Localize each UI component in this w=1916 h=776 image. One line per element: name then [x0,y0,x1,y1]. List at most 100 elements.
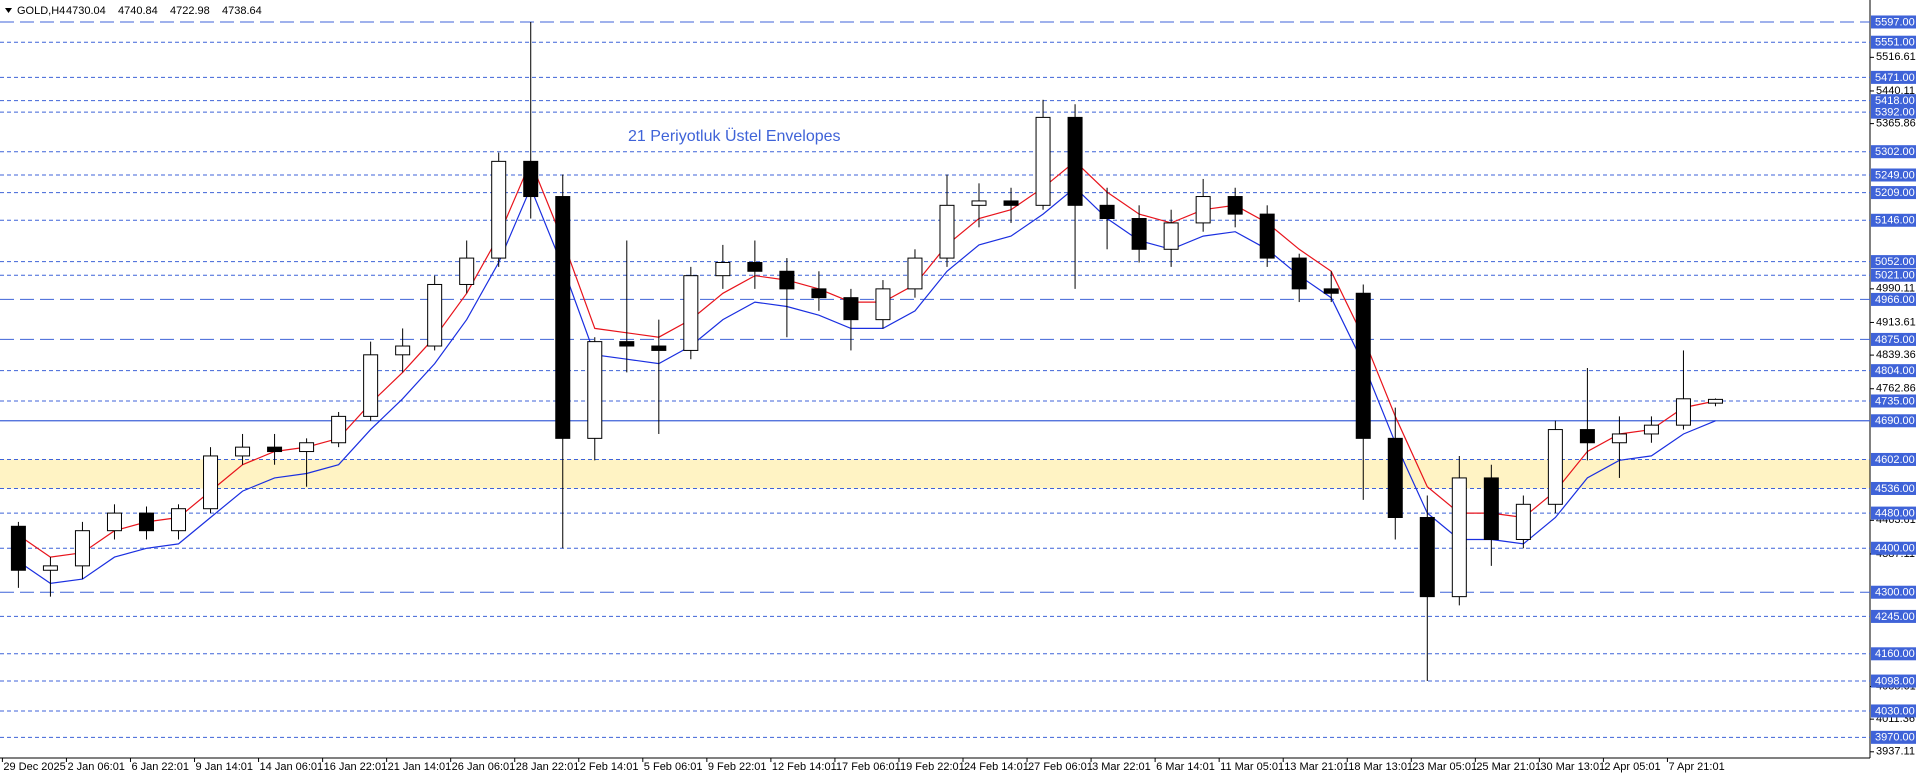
level-label: 5146.00 [1875,215,1915,227]
candle-body [1291,257,1307,290]
level-label-box [1871,94,1916,108]
x-tick-label: 27 Feb 06:01 [1028,761,1093,773]
candle-body [555,196,571,439]
zone [0,459,1870,489]
candle-body [1003,200,1019,206]
candle-body [523,160,539,198]
level-label: 4098.00 [1875,675,1915,687]
candle-body [843,297,859,321]
level-label: 4966.00 [1875,294,1915,306]
candle-body [1707,398,1723,404]
candle-body [811,288,827,299]
x-tick-label: 2 Feb 14:01 [580,761,639,773]
candle-body [171,508,187,532]
candle-body [1547,429,1563,505]
level-label-box [1871,105,1916,119]
x-tick-label: 30 Mar 13:01 [1540,761,1605,773]
level-label: 4690.00 [1875,415,1915,427]
candle-body [106,512,122,532]
candle-body [267,446,283,453]
x-tick-label: 11 Mar 05:01 [1220,761,1284,773]
x-tick-label: 19 Feb 22:01 [900,761,965,773]
level-label-box [1871,481,1916,495]
level-label-box [1871,506,1916,520]
level-label: 5249.00 [1875,169,1915,181]
candle-body [459,257,475,285]
level-label-box [1871,730,1916,744]
candle-body [363,354,379,417]
candle-body [779,270,795,290]
level-label: 4030.00 [1875,705,1915,717]
candle-body [10,525,26,571]
y-tick-label: 4913.61 [1876,316,1916,328]
level-label-box [1871,15,1916,29]
symbol: GOLD,H4 [17,5,65,17]
x-tick-label: 21 Jan 14:01 [388,761,452,773]
candle-body [1035,116,1051,206]
x-tick-label: 2 Jan 06:01 [67,761,125,773]
y-tick-label: 3937.11 [1876,746,1915,758]
level-label: 5597.00 [1875,16,1915,28]
candle-body [235,446,251,457]
level-label: 4400.00 [1875,543,1915,555]
candle-body [875,288,891,321]
candle-body [1067,116,1083,206]
candle-body [1643,424,1659,435]
level-label: 4735.00 [1875,395,1915,407]
candle-body [683,275,699,351]
level-label-box [1871,674,1916,688]
x-tick-label: 9 Jan 14:01 [196,761,254,773]
level-label: 4875.00 [1875,334,1915,346]
level-label: 4160.00 [1875,648,1915,660]
x-tick-label: 26 Jan 06:01 [452,761,516,773]
level-label-box [1871,364,1916,378]
candle-body [651,345,667,351]
level-label-box [1871,414,1916,428]
candle-body [619,341,635,347]
level-label: 5209.00 [1875,187,1915,199]
level-label: 5052.00 [1875,256,1915,268]
level-label-box [1871,394,1916,408]
candle-body [74,530,90,567]
level-label-box [1871,541,1916,555]
header-ohlc: 4722.98 [170,5,210,17]
annotation: 21 Periyotluk Üstel Envelopes [628,127,841,145]
level-label: 5021.00 [1875,270,1915,282]
x-tick-label: 14 Jan 06:01 [260,761,324,773]
level-label-box [1871,647,1916,661]
y-tick-label: 4762.86 [1876,383,1916,395]
candle-body [427,283,443,347]
x-tick-label: 6 Jan 22:01 [131,761,189,773]
header-ohlc: 4738.64 [222,5,262,17]
candle-body [1483,477,1499,540]
y-tick-label: 5440.11 [1876,85,1915,97]
candle-body [395,345,411,356]
level-label-box [1871,145,1916,159]
candle-body [1131,218,1147,250]
menu-triangle[interactable] [5,8,12,13]
level-label: 5471.00 [1875,72,1915,84]
x-tick-label: 18 Mar 13:01 [1348,761,1413,773]
x-tick-label: 7 Apr 21:01 [1668,761,1724,773]
candle-body [1451,477,1467,598]
candle-body [1227,196,1243,215]
candle-body [971,200,987,206]
level-label: 5418.00 [1875,95,1915,107]
candle-body [715,261,731,277]
candle-body [1419,516,1435,598]
x-tick-label: 3 Mar 22:01 [1092,761,1151,773]
level-label: 4804.00 [1875,365,1915,377]
level-label-box [1871,70,1916,84]
plot [0,459,1870,489]
candle-body [1611,433,1627,444]
level-label: 4300.00 [1875,587,1915,599]
x-tick-label: 23 Mar 05:01 [1412,761,1477,773]
candle-body [1387,437,1403,518]
level-label-box [1871,35,1916,49]
candle-body [331,415,347,444]
level-label-box [1871,213,1916,227]
candle-body [1163,222,1179,250]
level-label-box [1871,452,1916,466]
